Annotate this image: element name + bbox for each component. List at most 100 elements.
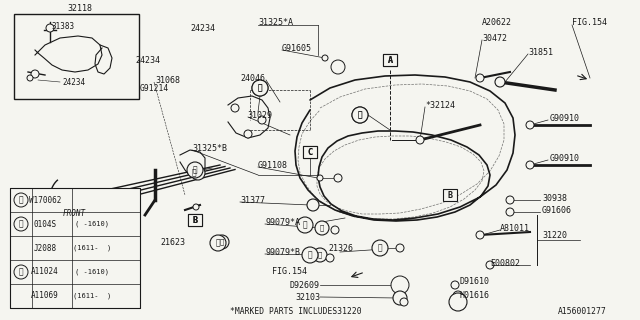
Text: ②: ② [192, 169, 196, 178]
Circle shape [244, 130, 252, 138]
Circle shape [14, 193, 28, 207]
Text: H01616: H01616 [460, 291, 490, 300]
Circle shape [453, 291, 463, 301]
Text: A20622: A20622 [482, 18, 512, 27]
Text: ③: ③ [258, 84, 262, 92]
Circle shape [331, 226, 339, 234]
Text: ①: ① [378, 244, 382, 252]
Text: C: C [307, 148, 312, 156]
Circle shape [326, 254, 334, 262]
Circle shape [506, 208, 514, 216]
Circle shape [187, 162, 203, 178]
Circle shape [331, 60, 345, 74]
Circle shape [46, 24, 54, 32]
Text: 24234: 24234 [62, 77, 85, 86]
Text: 30472: 30472 [482, 34, 507, 43]
Text: ①: ① [216, 238, 220, 247]
Circle shape [252, 80, 268, 96]
Text: FIG.154: FIG.154 [572, 18, 607, 27]
Text: 31851: 31851 [528, 47, 553, 57]
Bar [14, 14, 139, 99]
Text: ( -1610): ( -1610) [75, 221, 109, 227]
Circle shape [297, 217, 313, 233]
Text: B: B [193, 215, 198, 225]
Circle shape [372, 240, 388, 256]
Circle shape [526, 121, 534, 129]
Circle shape [315, 221, 329, 235]
Bar [10, 188, 140, 308]
Text: ②: ② [358, 110, 362, 119]
Text: ②: ② [193, 165, 197, 174]
Circle shape [476, 231, 484, 239]
Text: 31377: 31377 [240, 196, 265, 204]
Text: ③: ③ [258, 84, 262, 92]
Circle shape [14, 265, 28, 279]
FancyBboxPatch shape [188, 214, 202, 226]
Circle shape [495, 77, 505, 87]
Circle shape [396, 244, 404, 252]
Text: 21623: 21623 [160, 237, 185, 246]
Text: D91610: D91610 [460, 277, 490, 286]
Text: W170062: W170062 [29, 196, 61, 204]
Text: ①: ① [303, 220, 307, 229]
Text: 31029: 31029 [247, 110, 272, 119]
Text: ①: ① [320, 225, 324, 231]
Text: ③: ③ [19, 268, 23, 276]
Text: G91606: G91606 [542, 205, 572, 214]
Text: B: B [193, 215, 198, 225]
Circle shape [307, 199, 319, 211]
Circle shape [322, 55, 328, 61]
Circle shape [417, 137, 423, 143]
Circle shape [400, 298, 408, 306]
Circle shape [352, 107, 368, 123]
Text: *32124: *32124 [425, 100, 455, 109]
Circle shape [334, 63, 342, 71]
Circle shape [449, 293, 467, 311]
Text: 24234: 24234 [135, 55, 160, 65]
Text: 31220: 31220 [542, 230, 567, 239]
Circle shape [486, 261, 494, 269]
Text: G91605: G91605 [282, 44, 312, 52]
Text: A11024: A11024 [31, 268, 59, 276]
Text: ②: ② [358, 110, 362, 119]
Text: A156001277: A156001277 [558, 308, 607, 316]
Text: 32118: 32118 [67, 4, 93, 12]
Circle shape [476, 74, 484, 82]
Circle shape [393, 291, 407, 305]
Circle shape [391, 276, 409, 294]
Text: C: C [307, 148, 312, 156]
Text: G90910: G90910 [550, 114, 580, 123]
Text: A: A [387, 55, 392, 65]
Text: FIG.154: FIG.154 [272, 268, 307, 276]
FancyBboxPatch shape [443, 189, 457, 201]
FancyBboxPatch shape [383, 54, 397, 66]
Text: FRONT: FRONT [63, 209, 86, 218]
Text: 31383: 31383 [52, 21, 75, 30]
Circle shape [210, 235, 226, 251]
Circle shape [252, 80, 268, 96]
Text: 24234: 24234 [190, 23, 215, 33]
Text: B: B [447, 190, 452, 199]
Text: A11069: A11069 [31, 292, 59, 300]
Circle shape [258, 116, 266, 124]
Text: 31068: 31068 [155, 76, 180, 84]
Text: G91214: G91214 [140, 84, 169, 92]
Text: A81011: A81011 [500, 223, 530, 233]
Circle shape [191, 166, 205, 180]
Circle shape [27, 75, 33, 81]
Circle shape [506, 196, 514, 204]
Circle shape [526, 161, 534, 169]
Text: ①: ① [19, 196, 23, 204]
Circle shape [352, 107, 368, 123]
Circle shape [193, 204, 199, 210]
Text: 99079*B: 99079*B [265, 247, 300, 257]
Text: 31325*A: 31325*A [258, 18, 293, 27]
Text: ①: ① [220, 239, 224, 245]
Text: ①: ① [318, 252, 322, 258]
Text: D92609: D92609 [290, 281, 320, 290]
Text: E00802: E00802 [490, 259, 520, 268]
Text: (1611-  ): (1611- ) [73, 293, 111, 299]
FancyBboxPatch shape [188, 214, 202, 226]
Circle shape [334, 174, 342, 182]
Text: A: A [387, 55, 392, 65]
